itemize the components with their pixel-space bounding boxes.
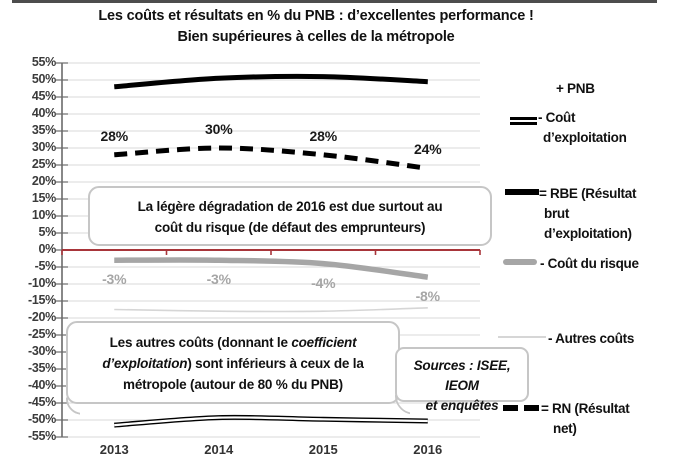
annotation-text-italic: coefficient bbox=[291, 335, 357, 350]
y-axis-label: -45% bbox=[28, 395, 56, 409]
annotation-text-italic: d’exploitation bbox=[102, 356, 188, 371]
y-axis-label: 0% bbox=[38, 242, 57, 256]
data-point-label: 24% bbox=[414, 141, 442, 158]
legend-label-cout-exploitation: - Coût d’exploitation bbox=[538, 108, 627, 148]
y-axis-label: 55% bbox=[31, 55, 56, 69]
legend-text: - Coût du risque bbox=[540, 256, 639, 271]
y-axis-label: -55% bbox=[28, 429, 56, 443]
legend-label-cout-du-risque: - Coût du risque bbox=[540, 254, 639, 274]
legend-text: - Autres coûts bbox=[548, 331, 635, 346]
y-axis-label: 20% bbox=[31, 174, 56, 188]
annotation-line: d’exploitation) sont inférieurs à ceux d… bbox=[68, 353, 398, 374]
legend-text: + PNB bbox=[556, 81, 595, 96]
data-point-label: -3% bbox=[206, 271, 231, 288]
data-point-label: 28% bbox=[100, 127, 129, 144]
y-axis-label: -25% bbox=[28, 327, 56, 341]
legend-marker-autres-couts-thin-line-icon bbox=[498, 336, 546, 338]
screenshot-top-border bbox=[12, 0, 657, 3]
legend-text: = RN (Résultat bbox=[541, 401, 630, 416]
annotation-autres-couts: Les autres coûts (donnant le coefficient… bbox=[66, 321, 400, 415]
sources-box: Sources : ISEE, IEOM et enquêtes bbox=[395, 347, 529, 415]
data-point-label: 28% bbox=[309, 127, 338, 144]
legend-label-autres-couts: - Autres coûts bbox=[548, 329, 634, 349]
data-point-label: -3% bbox=[102, 271, 127, 288]
x-axis-label: 2016 bbox=[413, 442, 443, 457]
legend-text: - Coût bbox=[538, 110, 576, 125]
y-axis-label: 15% bbox=[31, 191, 56, 205]
annotation-line: métropole (autour de 80 % du PNB) bbox=[123, 377, 343, 392]
x-axis-label: 2013 bbox=[99, 442, 129, 457]
legend-label-pnb: + PNB bbox=[556, 79, 595, 99]
y-axis-label: 40% bbox=[31, 106, 56, 120]
annotation-text: Les autres coûts (donnant le bbox=[109, 335, 292, 350]
legend-text: net) bbox=[553, 421, 577, 436]
y-axis-label: 5% bbox=[38, 225, 57, 239]
annotation-line: Les autres coûts (donnant le coefficient bbox=[68, 332, 398, 353]
y-axis-label: -5% bbox=[34, 259, 57, 273]
legend-text: d’exploitation bbox=[543, 130, 627, 145]
y-axis-label: -15% bbox=[28, 293, 56, 307]
legend-text: = RBE (Résultat bbox=[539, 186, 637, 201]
y-axis-label: -40% bbox=[28, 378, 56, 392]
legend-marker-rbe-thick-line-icon bbox=[505, 189, 539, 195]
legend-text: brut bbox=[544, 206, 570, 221]
x-axis-label: 2014 bbox=[204, 442, 234, 457]
legend-marker-cout-du-risque-gray-line-icon bbox=[503, 259, 537, 265]
x-axis-label: 2015 bbox=[308, 442, 338, 457]
data-point-label: 30% bbox=[205, 121, 233, 137]
legend-text: d’exploitation) bbox=[544, 226, 632, 241]
y-axis-label: -35% bbox=[28, 361, 56, 375]
series-line-inner-Coût d’exploitation bbox=[114, 416, 428, 427]
chart-title-line1: Les coûts et résultats en % du PNB : d’e… bbox=[98, 8, 534, 24]
annotation-degradation-2016: La légère dégradation de 2016 est due su… bbox=[88, 186, 492, 246]
chart-title-line2: Bien supérieures à celles de la métropol… bbox=[177, 29, 455, 45]
y-axis-label: 10% bbox=[31, 208, 56, 222]
series-line-Coût du risque bbox=[114, 257, 429, 280]
y-axis-label: -30% bbox=[28, 344, 56, 358]
data-point-label: -4% bbox=[311, 274, 336, 291]
series-line-RBE (Résultat brut d’exploitation) bbox=[114, 73, 428, 90]
legend-marker-rn-dashed-line-icon bbox=[503, 405, 541, 411]
annotation-text: ) sont inférieurs à ceux de la bbox=[187, 356, 364, 371]
y-axis-label: 30% bbox=[31, 140, 56, 154]
y-axis-label: -20% bbox=[28, 310, 56, 324]
y-axis-label: -50% bbox=[28, 412, 56, 426]
y-axis-label: 35% bbox=[31, 123, 56, 137]
sources-line1: Sources : ISEE, IEOM bbox=[413, 358, 511, 393]
series-line-Autres coûts bbox=[114, 307, 428, 313]
y-axis-label: -10% bbox=[28, 276, 56, 290]
legend-marker-cout-exploitation-double-line-icon bbox=[510, 117, 537, 125]
legend-label-rn: = RN (Résultat net) bbox=[541, 399, 630, 439]
annotation-line: La légère dégradation de 2016 est due su… bbox=[137, 199, 443, 214]
legend-label-rbe: = RBE (Résultat brut d’exploitation) bbox=[539, 184, 636, 244]
y-axis-label: 45% bbox=[31, 89, 56, 103]
y-axis-label: 25% bbox=[31, 157, 56, 171]
series-line-RN (Résultat net) bbox=[114, 145, 429, 171]
y-axis-label: 50% bbox=[31, 72, 56, 86]
chart-title: Les coûts et résultats en % du PNB : d’e… bbox=[0, 6, 632, 48]
data-point-label: -8% bbox=[415, 288, 440, 305]
annotation-line: coût du risque (de défaut des emprunteur… bbox=[154, 220, 426, 235]
sources-line2: et enquêtes bbox=[425, 398, 499, 413]
